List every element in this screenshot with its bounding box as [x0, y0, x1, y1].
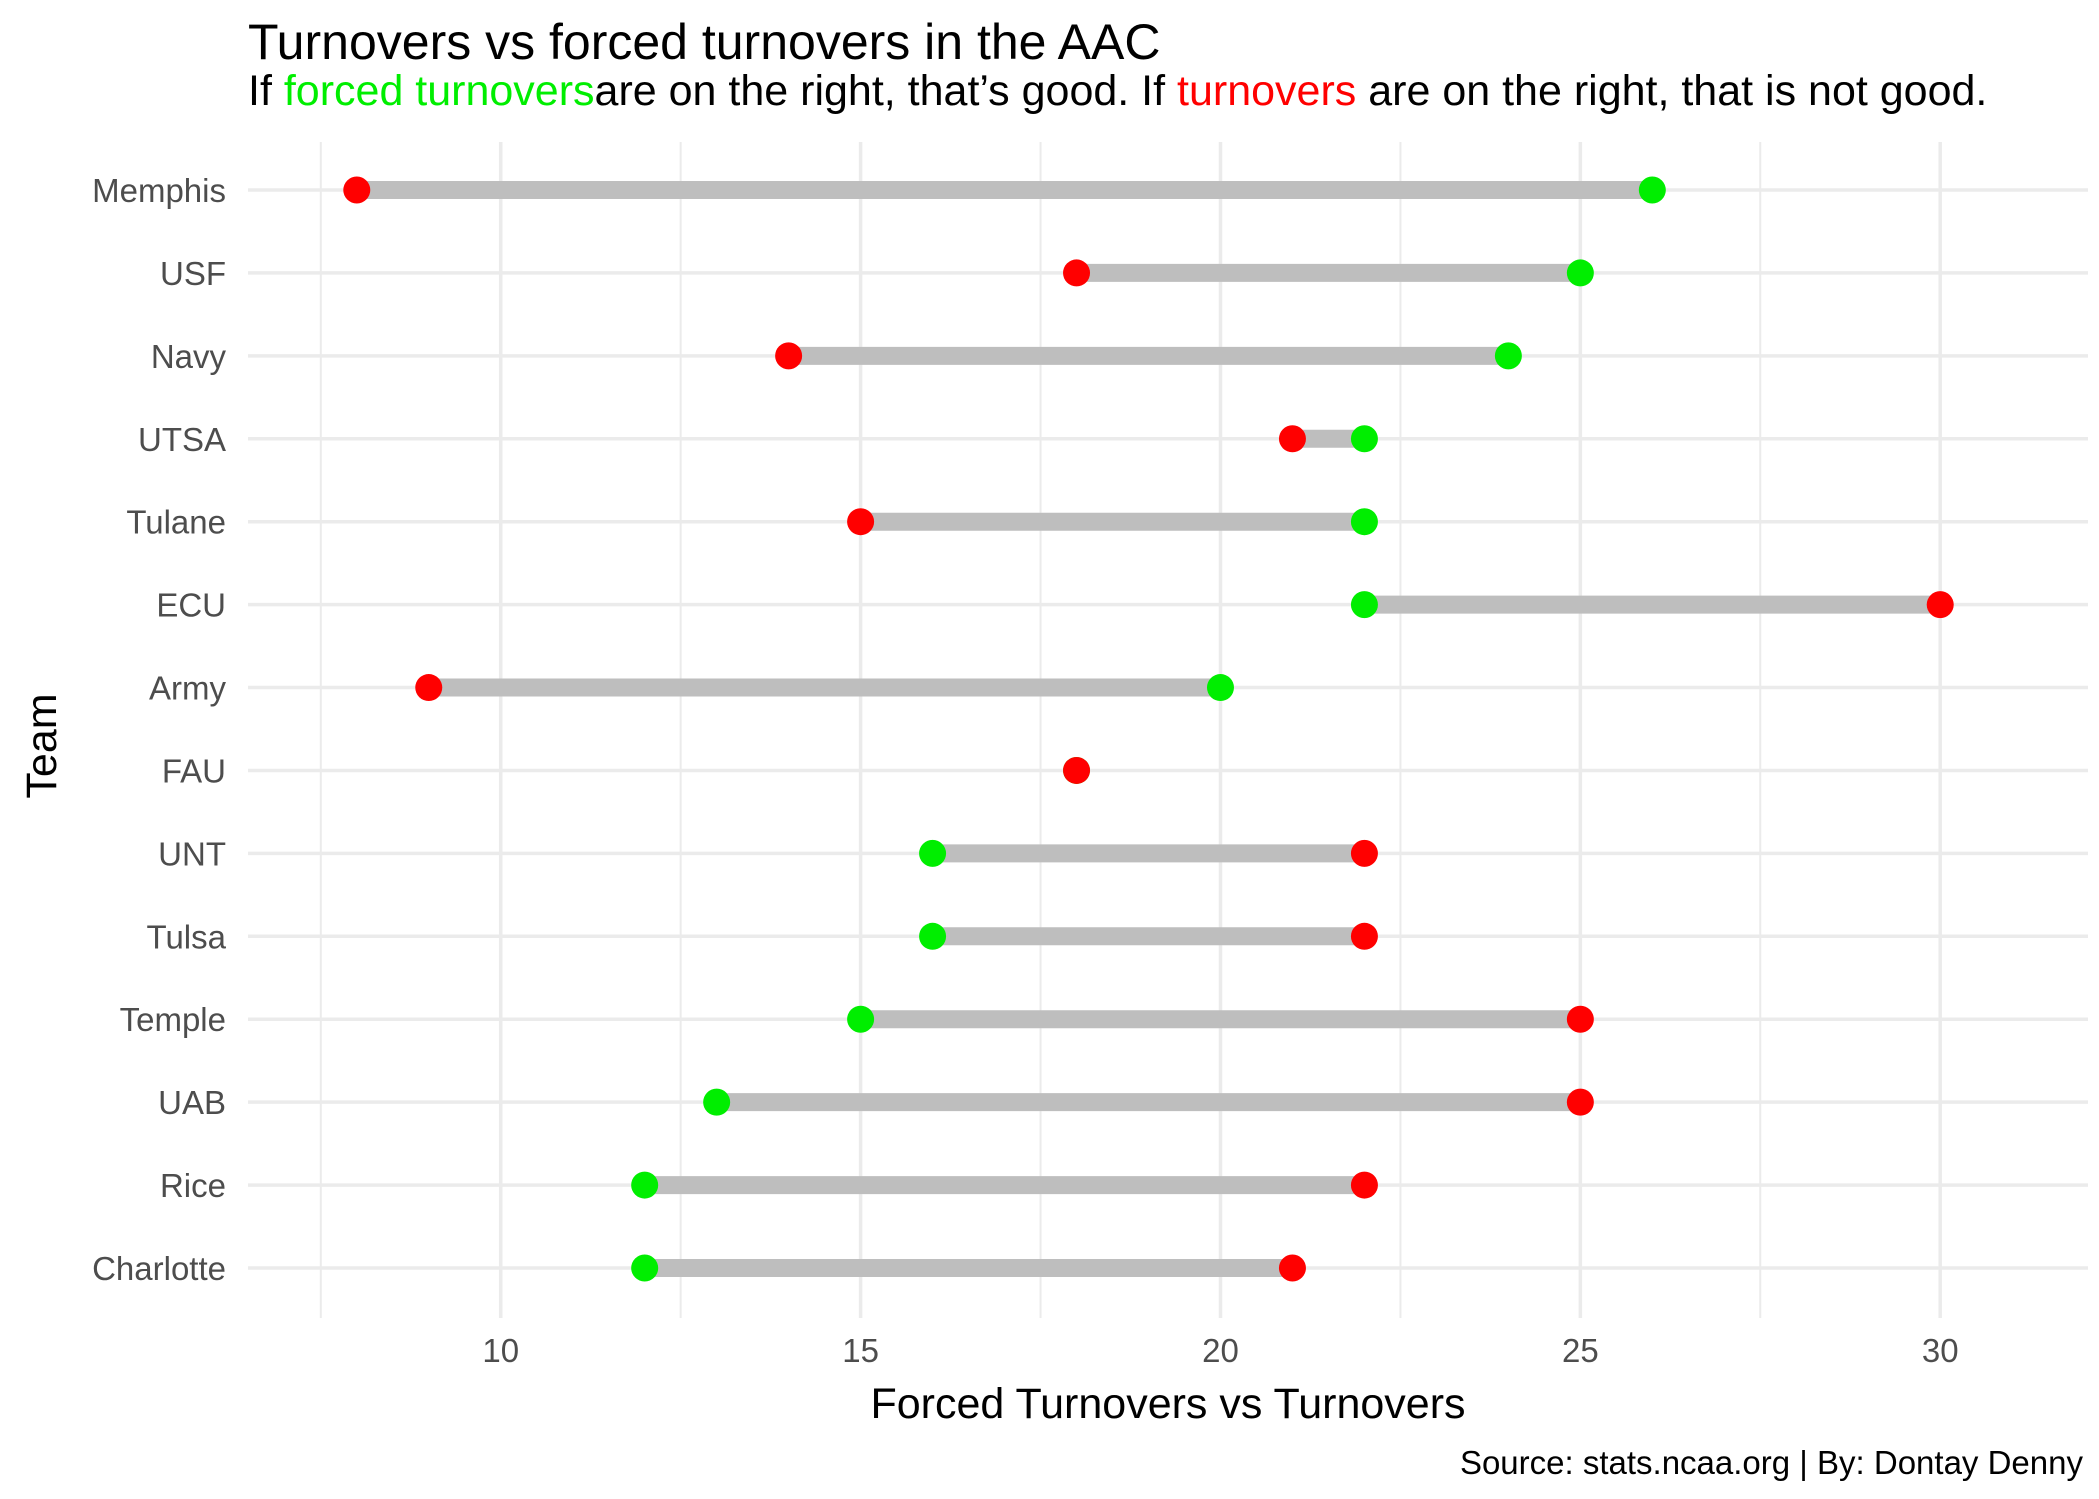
y-tick-label: Army [149, 670, 226, 707]
y-tick-label: Temple [120, 1001, 226, 1038]
turnovers-point [1566, 1088, 1594, 1116]
turnovers-point [1063, 756, 1091, 784]
x-axis-title: Forced Turnovers vs Turnovers [870, 1380, 1465, 1428]
forced-turnovers-point [703, 1088, 731, 1116]
turnovers-point [415, 674, 443, 702]
subtitle-text-3: are on the right, that is not good. [1356, 67, 1988, 115]
subtitle-text-2: are on the right, that’s good. If [594, 67, 1178, 115]
forced-turnovers-point [1350, 591, 1378, 619]
forced-turnovers-point [631, 1254, 659, 1282]
y-tick-label: Tulane [126, 504, 226, 541]
turnovers-point [775, 342, 803, 370]
forced-turnovers-point [1350, 508, 1378, 536]
y-tick-label: UNT [158, 835, 226, 872]
turnovers-point [1926, 591, 1954, 619]
turnovers-point [1063, 259, 1091, 287]
forced-turnovers-point [847, 1005, 875, 1033]
turnovers-point [1350, 839, 1378, 867]
y-tick-labels: Memphis USF Navy UTSA Tulane ECU Army FAU UNT Tul… [92, 172, 227, 1287]
x-tick-label: 15 [842, 1332, 879, 1369]
forced-turnovers-point [919, 922, 947, 950]
y-tick-label: FAU [162, 752, 226, 789]
y-tick-label: Tulsa [147, 918, 227, 955]
chart-caption: Source: stats.ncaa.org | By: Dontay Denn… [1459, 1444, 2083, 1481]
y-tick-label: UAB [158, 1084, 226, 1121]
x-tick-label: 30 [1922, 1332, 1959, 1369]
subtitle-forced-label: forced turnovers [283, 67, 595, 115]
forced-turnovers-point [1206, 674, 1234, 702]
y-tick-label: Navy [151, 338, 227, 375]
forced-turnovers-point [631, 1171, 659, 1199]
dumbbell-segments [356, 181, 1941, 1277]
x-tick-label: 25 [1562, 1332, 1599, 1369]
forced-turnovers-point [1350, 425, 1378, 453]
subtitle-text-1: If [248, 67, 284, 115]
turnovers-point [1350, 1171, 1378, 1199]
turnovers-point [1350, 922, 1378, 950]
chart-title: Turnovers vs forced turnovers in the AAC [248, 14, 1161, 70]
subtitle-turnovers-label: turnovers [1177, 67, 1357, 115]
x-tick-label: 20 [1202, 1332, 1239, 1369]
y-tick-label: ECU [156, 587, 226, 624]
forced-turnovers-point [919, 839, 947, 867]
y-tick-label: Rice [160, 1167, 226, 1204]
y-tick-label: Charlotte [92, 1250, 226, 1287]
chart-subtitle: If forced turnoversare on the right, tha… [248, 62, 2048, 120]
dumbbell-points [343, 176, 1954, 1282]
y-tick-label: UTSA [138, 421, 226, 458]
turnovers-point [1278, 425, 1306, 453]
x-tick-label: 10 [482, 1332, 519, 1369]
forced-turnovers-point [1638, 176, 1666, 204]
grid-lines [248, 142, 2088, 1318]
turnovers-point [343, 176, 371, 204]
y-tick-label: USF [160, 255, 226, 292]
forced-turnovers-point [1566, 259, 1594, 287]
forced-turnovers-point [1494, 342, 1522, 370]
x-tick-labels: 10 15 20 25 30 [482, 1332, 1958, 1369]
y-tick-label: Memphis [92, 172, 226, 209]
turnovers-point [847, 508, 875, 536]
y-axis-title: Team [18, 693, 66, 798]
turnovers-point [1566, 1005, 1594, 1033]
turnovers-point [1278, 1254, 1306, 1282]
